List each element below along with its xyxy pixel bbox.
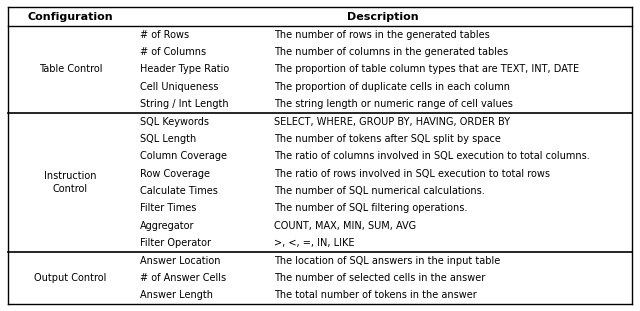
Text: Instruction
Control: Instruction Control bbox=[44, 171, 97, 194]
Text: The proportion of duplicate cells in each column: The proportion of duplicate cells in eac… bbox=[274, 82, 510, 92]
Text: Calculate Times: Calculate Times bbox=[140, 186, 218, 196]
Text: Cell Uniqueness: Cell Uniqueness bbox=[140, 82, 218, 92]
Text: Answer Location: Answer Location bbox=[140, 256, 221, 266]
Text: The number of SQL numerical calculations.: The number of SQL numerical calculations… bbox=[274, 186, 484, 196]
Text: The ratio of columns involved in SQL execution to total columns.: The ratio of columns involved in SQL exe… bbox=[274, 151, 589, 161]
Text: # of Columns: # of Columns bbox=[140, 47, 206, 57]
Text: The proportion of table column types that are TEXT, INT, DATE: The proportion of table column types tha… bbox=[274, 64, 579, 74]
Text: The number of SQL filtering operations.: The number of SQL filtering operations. bbox=[274, 203, 467, 213]
Text: The number of rows in the generated tables: The number of rows in the generated tabl… bbox=[274, 30, 490, 40]
Text: Answer Length: Answer Length bbox=[140, 290, 213, 300]
Text: Configuration: Configuration bbox=[28, 12, 113, 21]
Text: # of Rows: # of Rows bbox=[140, 30, 189, 40]
Text: Description: Description bbox=[347, 12, 419, 21]
Text: SQL Keywords: SQL Keywords bbox=[140, 117, 209, 127]
Text: >, <, =, IN, LIKE: >, <, =, IN, LIKE bbox=[274, 238, 355, 248]
Text: Column Coverage: Column Coverage bbox=[140, 151, 227, 161]
Text: SQL Length: SQL Length bbox=[140, 134, 196, 144]
Text: Header Type Ratio: Header Type Ratio bbox=[140, 64, 229, 74]
Text: # of Answer Cells: # of Answer Cells bbox=[140, 273, 226, 283]
Text: The ratio of rows involved in SQL execution to total rows: The ratio of rows involved in SQL execut… bbox=[274, 169, 550, 179]
Text: Filter Times: Filter Times bbox=[140, 203, 196, 213]
Text: String / Int Length: String / Int Length bbox=[140, 99, 228, 109]
Text: The number of columns in the generated tables: The number of columns in the generated t… bbox=[274, 47, 508, 57]
Text: Filter Operator: Filter Operator bbox=[140, 238, 211, 248]
Text: Aggregator: Aggregator bbox=[140, 221, 195, 231]
Text: Output Control: Output Control bbox=[35, 273, 107, 283]
Text: The string length or numeric range of cell values: The string length or numeric range of ce… bbox=[274, 99, 513, 109]
Text: The number of selected cells in the answer: The number of selected cells in the answ… bbox=[274, 273, 485, 283]
Text: The total number of tokens in the answer: The total number of tokens in the answer bbox=[274, 290, 477, 300]
Text: The number of tokens after SQL split by space: The number of tokens after SQL split by … bbox=[274, 134, 501, 144]
Text: COUNT, MAX, MIN, SUM, AVG: COUNT, MAX, MIN, SUM, AVG bbox=[274, 221, 416, 231]
Text: Row Coverage: Row Coverage bbox=[140, 169, 210, 179]
Text: The location of SQL answers in the input table: The location of SQL answers in the input… bbox=[274, 256, 500, 266]
Text: SELECT, WHERE, GROUP BY, HAVING, ORDER BY: SELECT, WHERE, GROUP BY, HAVING, ORDER B… bbox=[274, 117, 510, 127]
Text: Table Control: Table Control bbox=[39, 64, 102, 74]
